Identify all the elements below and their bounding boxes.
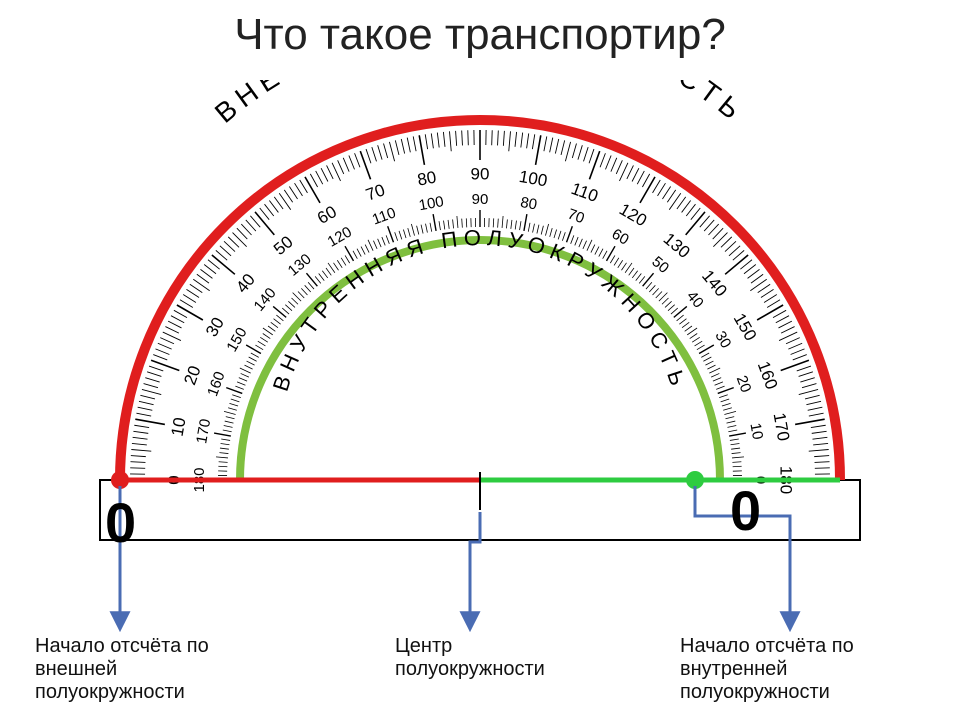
svg-text:150: 150 <box>223 325 250 355</box>
svg-text:110: 110 <box>569 179 601 206</box>
svg-text:80: 80 <box>416 168 438 190</box>
svg-text:120: 120 <box>616 200 650 231</box>
svg-text:70: 70 <box>565 206 586 228</box>
svg-text:10: 10 <box>746 422 766 441</box>
caption-center: Центрполуокружности <box>395 635 615 681</box>
caption-right: Начало отсчёта повнутреннейполуокружност… <box>680 635 940 704</box>
zero-left: 0 <box>105 490 136 555</box>
svg-text:80: 80 <box>519 194 538 214</box>
svg-text:100: 100 <box>417 193 445 214</box>
svg-text:50: 50 <box>648 253 672 277</box>
svg-text:20: 20 <box>180 363 204 387</box>
zero-right: 0 <box>730 478 761 543</box>
svg-text:30: 30 <box>711 328 734 351</box>
svg-text:90: 90 <box>472 191 489 208</box>
svg-text:10: 10 <box>168 416 190 438</box>
page-title: Что такое транспортир? <box>0 10 960 60</box>
svg-text:100: 100 <box>518 167 549 191</box>
svg-text:70: 70 <box>363 180 387 204</box>
svg-text:110: 110 <box>370 204 398 228</box>
svg-text:140: 140 <box>251 285 280 315</box>
svg-text:130: 130 <box>285 251 315 280</box>
svg-text:20: 20 <box>733 373 755 394</box>
svg-text:120: 120 <box>325 223 355 250</box>
svg-text:60: 60 <box>314 202 340 228</box>
svg-text:ВНУТРЕННЯЯ ПОЛУОКРУЖНОСТЬ: ВНУТРЕННЯЯ ПОЛУОКРУЖНОСТЬ <box>268 225 693 394</box>
svg-text:40: 40 <box>232 270 259 297</box>
protractor-diagram: 0180101702016030150401405013060120701108… <box>0 80 960 720</box>
svg-text:50: 50 <box>270 232 297 259</box>
svg-text:160: 160 <box>204 369 229 398</box>
svg-text:170: 170 <box>193 417 214 445</box>
svg-text:150: 150 <box>730 310 761 344</box>
svg-text:40: 40 <box>683 288 707 312</box>
svg-text:60: 60 <box>609 226 632 249</box>
svg-text:170: 170 <box>770 411 794 442</box>
svg-text:30: 30 <box>202 314 228 340</box>
caption-left: Начало отсчёта повнешнейполуокружности <box>35 635 295 704</box>
svg-text:160: 160 <box>754 359 782 392</box>
svg-text:90: 90 <box>471 164 490 183</box>
